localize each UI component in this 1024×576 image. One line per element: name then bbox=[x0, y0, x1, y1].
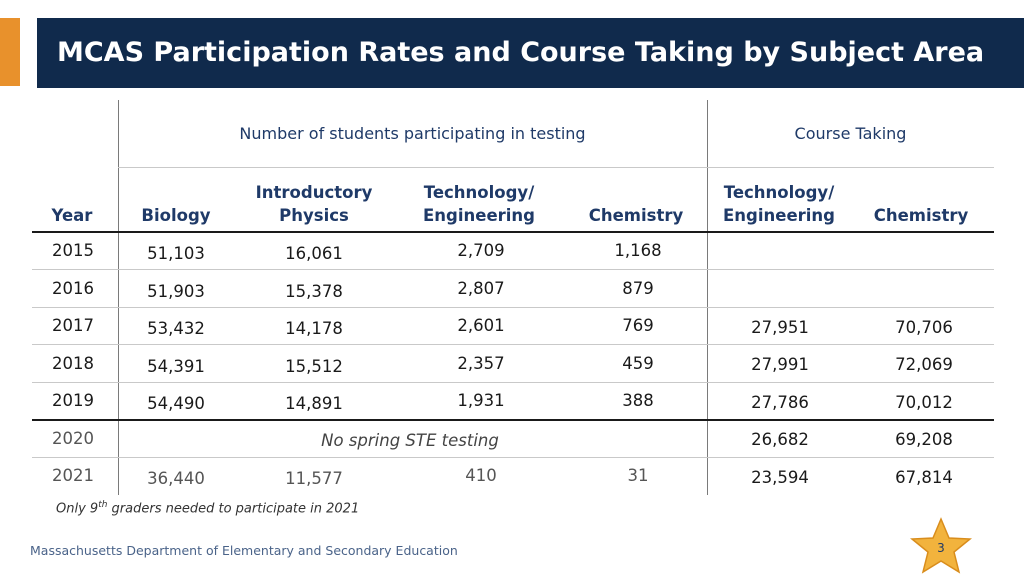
no-testing-note: No spring STE testing bbox=[321, 431, 499, 450]
cell-tech-eng: 1,931 bbox=[457, 391, 505, 410]
column-header-line: Technology/ bbox=[723, 183, 835, 202]
header-rule bbox=[32, 231, 994, 233]
footnote-text: Only 9 bbox=[56, 501, 99, 517]
cell-course-tech-eng: 27,786 bbox=[751, 393, 809, 412]
cell-course-chemistry: 72,069 bbox=[895, 355, 953, 374]
group-header-course: Course Taking bbox=[794, 124, 907, 143]
cell-tech-eng: 2,601 bbox=[457, 316, 505, 335]
cell-chemistry: 388 bbox=[622, 391, 654, 410]
group-header-testing: Number of students participating in test… bbox=[239, 124, 586, 143]
footer-agency: Massachusetts Department of Elementary a… bbox=[30, 543, 458, 558]
column-header-year: Year bbox=[51, 206, 93, 225]
cell-chemistry: 879 bbox=[622, 279, 654, 298]
row-rule bbox=[32, 382, 994, 383]
cell-year: 2019 bbox=[52, 391, 94, 410]
cell-chemistry: 1,168 bbox=[614, 241, 662, 260]
cell-biology: 53,432 bbox=[147, 319, 205, 338]
cell-year: 2016 bbox=[52, 279, 94, 298]
cell-course-chemistry: 70,706 bbox=[895, 318, 953, 337]
cell-course-chemistry: 70,012 bbox=[895, 393, 953, 412]
cell-year: 2021 bbox=[52, 466, 94, 485]
cell-course-tech-eng: 27,991 bbox=[751, 355, 809, 374]
column-header-chemistry: Chemistry bbox=[588, 206, 684, 225]
cell-tech-eng: 2,357 bbox=[457, 354, 505, 373]
star-icon bbox=[910, 517, 972, 574]
cell-year: 2017 bbox=[52, 316, 94, 335]
row-rule bbox=[32, 457, 994, 458]
title-bar: MCAS Participation Rates and Course Taki… bbox=[37, 18, 1024, 88]
footnote-text: graders needed to participate in 2021 bbox=[107, 501, 360, 517]
cell-year: 2020 bbox=[52, 429, 94, 448]
column-header-intro-physics: Introductory Physics bbox=[246, 181, 382, 227]
cell-biology: 54,490 bbox=[147, 394, 205, 413]
column-header-line: Technology/ bbox=[423, 183, 535, 202]
cell-tech-eng: 410 bbox=[465, 466, 497, 485]
page-number: 3 bbox=[937, 541, 945, 555]
table-divider-mid bbox=[707, 100, 708, 495]
cell-chemistry: 459 bbox=[622, 354, 654, 373]
cell-year: 2018 bbox=[52, 354, 94, 373]
cell-biology: 36,440 bbox=[147, 469, 205, 488]
cell-biology: 51,903 bbox=[147, 282, 205, 301]
page-title: MCAS Participation Rates and Course Taki… bbox=[57, 37, 985, 68]
cell-tech-eng: 2,709 bbox=[457, 241, 505, 260]
column-header-tech-eng: Technology/ Engineering bbox=[408, 181, 550, 227]
footnote-superscript: th bbox=[98, 500, 108, 510]
column-header-line: Engineering bbox=[423, 206, 535, 225]
table-divider-left bbox=[118, 100, 119, 495]
cell-course-tech-eng: 23,594 bbox=[751, 468, 809, 487]
group-header-rule bbox=[118, 167, 994, 168]
cell-course-chemistry: 69,208 bbox=[895, 430, 953, 449]
column-header-line: Engineering bbox=[723, 206, 835, 225]
cell-physics: 15,378 bbox=[285, 282, 343, 301]
cell-biology: 54,391 bbox=[147, 357, 205, 376]
cell-biology: 51,103 bbox=[147, 244, 205, 263]
column-header-course-tech-eng: Technology/ Engineering bbox=[708, 181, 850, 227]
row-rule-bold bbox=[32, 419, 994, 421]
cell-physics: 16,061 bbox=[285, 244, 343, 263]
row-rule bbox=[32, 344, 994, 345]
row-rule bbox=[32, 269, 994, 270]
cell-course-tech-eng: 26,682 bbox=[751, 430, 809, 449]
column-header-line: Physics bbox=[279, 206, 349, 225]
row-rule bbox=[32, 307, 994, 308]
cell-physics: 14,891 bbox=[285, 394, 343, 413]
cell-physics: 15,512 bbox=[285, 357, 343, 376]
cell-course-chemistry: 67,814 bbox=[895, 468, 953, 487]
cell-physics: 14,178 bbox=[285, 319, 343, 338]
cell-chemistry: 31 bbox=[627, 466, 649, 485]
footnote: Only 9th graders needed to participate i… bbox=[56, 500, 359, 516]
cell-tech-eng: 2,807 bbox=[457, 279, 505, 298]
column-header-line: Introductory bbox=[255, 183, 373, 202]
cell-course-tech-eng: 27,951 bbox=[751, 318, 809, 337]
accent-bar bbox=[0, 18, 20, 86]
cell-chemistry: 769 bbox=[622, 316, 654, 335]
cell-physics: 11,577 bbox=[285, 469, 343, 488]
column-header-biology: Biology bbox=[141, 206, 211, 225]
column-header-course-chemistry: Chemistry bbox=[873, 206, 969, 225]
cell-year: 2015 bbox=[52, 241, 94, 260]
